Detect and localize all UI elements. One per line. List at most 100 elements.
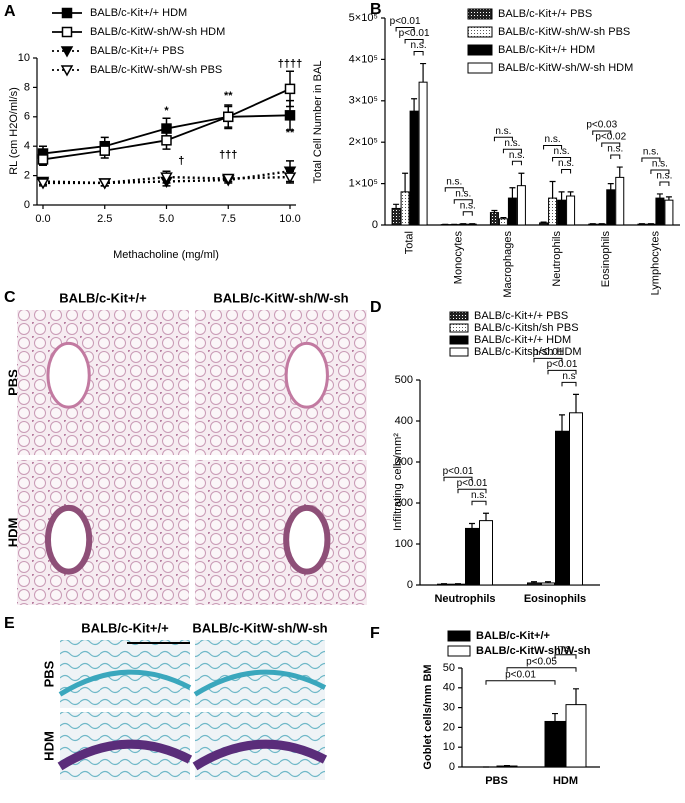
comparison-bracket	[457, 488, 487, 494]
error-bar	[616, 166, 623, 178]
x-tick-label: Eosinophils	[524, 593, 586, 605]
comparison-bracket	[502, 148, 522, 154]
comparison-label: n.s.	[652, 159, 668, 170]
error-bar	[483, 512, 489, 521]
marker	[160, 172, 173, 184]
y-tick-label: 300	[395, 456, 413, 468]
panel-letter: F	[370, 625, 380, 642]
micrograph	[195, 460, 367, 605]
column-label: BALB/c-Kit+/+	[59, 290, 147, 305]
comparison-bracket	[592, 130, 612, 136]
legend-swatch	[449, 335, 469, 345]
epithelium	[57, 739, 193, 771]
legend-label: BALB/c-Kit+/+ PBS	[90, 45, 184, 57]
error-bar	[558, 191, 565, 201]
error-bar	[393, 203, 400, 209]
x-tick-label: 7.5	[221, 213, 236, 225]
y-tick-label: 20	[443, 721, 455, 733]
epithelium	[58, 669, 192, 697]
comparison-bracket	[453, 199, 473, 204]
comparison-bracket	[443, 476, 473, 482]
y-tick-label: 6	[24, 111, 30, 123]
x-tick-label: PBS	[485, 775, 508, 787]
x-tick-label: Total	[403, 231, 415, 254]
legend-swatch	[467, 26, 493, 38]
error-bar	[665, 196, 672, 201]
legend-label: BALB/c-Kit+/+	[476, 630, 550, 642]
y-tick-label: 3×10⁵	[349, 95, 378, 107]
bar	[539, 222, 549, 226]
legend-label: BALB/c-KitW-sh/W-sh HDM	[498, 62, 633, 74]
error-bar	[469, 522, 475, 529]
y-tick-label: 1×10⁵	[349, 178, 378, 190]
legend-label: BALB/c-Kit+/+ HDM	[474, 334, 571, 346]
bar	[544, 720, 566, 768]
bar	[489, 212, 499, 226]
comparison-label: n.s.	[558, 158, 574, 169]
error-bar	[411, 98, 418, 112]
bar	[557, 199, 567, 226]
y-axis-label: RL (cm H2O/ml/s)	[8, 87, 20, 175]
comparison-label: n.s.	[446, 176, 462, 187]
legend-label: BALB/c-KitW-sh/W-sh	[476, 645, 591, 657]
epithelium	[192, 739, 328, 771]
comparison-bracket	[395, 27, 415, 32]
comparison-label: p<0.03	[586, 120, 617, 131]
error-bar	[573, 393, 579, 413]
comparison-label: p<0.01	[547, 359, 578, 370]
comparison-bracket	[601, 142, 621, 148]
bar	[664, 199, 674, 226]
comparison-label: n.s	[562, 371, 575, 382]
y-tick-label: 10	[443, 741, 455, 753]
row-label: PBS	[41, 660, 56, 687]
x-tick-label: 0.0	[35, 213, 50, 225]
error-bar	[552, 712, 558, 722]
row-label: HDM	[41, 731, 56, 761]
comparison-label: p<0.01	[390, 16, 421, 27]
bar	[465, 527, 479, 586]
comparison-bracket	[404, 39, 424, 44]
bar	[391, 207, 401, 226]
error-bar	[545, 581, 551, 583]
legend-label: BALB/c-Kit+/+ PBS	[474, 310, 568, 322]
legend-label: BALB/c-Kitsh/sh PBS	[474, 322, 579, 334]
comparison-bracket	[554, 654, 577, 659]
y-tick-label: 4×10⁵	[349, 53, 378, 65]
bar	[516, 185, 526, 226]
bar	[615, 176, 625, 226]
y-tick-label: 50	[443, 662, 455, 674]
bar	[418, 81, 428, 226]
comparison-label: n.s.	[545, 134, 561, 145]
epithelium	[193, 669, 327, 697]
y-axis-label: Goblet cells/mm BM	[422, 664, 434, 769]
legend-label: BALB/c-Kitsh/sh HDM	[474, 346, 582, 358]
bar	[555, 430, 569, 586]
comparison-label: n.s.	[455, 188, 471, 199]
error-bar	[656, 193, 663, 199]
legend-label: BALB/c-Kit+/+ HDM	[498, 44, 595, 56]
legend-label: BALB/c-KitW-sh/W-sh HDM	[90, 26, 225, 38]
marker	[284, 83, 296, 95]
bar	[569, 412, 583, 586]
comparison-bracket	[547, 369, 577, 375]
panel-letter: B	[370, 1, 382, 18]
error-bar	[573, 688, 579, 705]
legend-marker	[61, 26, 73, 38]
bar	[565, 704, 587, 768]
comparison-label: n.s.	[495, 126, 511, 137]
comparison-bracket	[462, 211, 473, 216]
y-tick-label: 4	[24, 140, 30, 152]
marker	[98, 178, 112, 190]
comparison-bracket	[561, 169, 572, 174]
bar	[409, 110, 419, 226]
x-tick-label: Macrophages	[502, 231, 514, 298]
bar	[498, 218, 508, 226]
legend-marker	[61, 7, 73, 19]
error-bar	[540, 221, 547, 223]
comparison-label: n.s.	[607, 144, 623, 155]
bar	[400, 191, 410, 226]
legend-swatch	[449, 311, 469, 321]
error-bar	[509, 187, 516, 199]
y-tick-label: 0	[372, 219, 378, 231]
